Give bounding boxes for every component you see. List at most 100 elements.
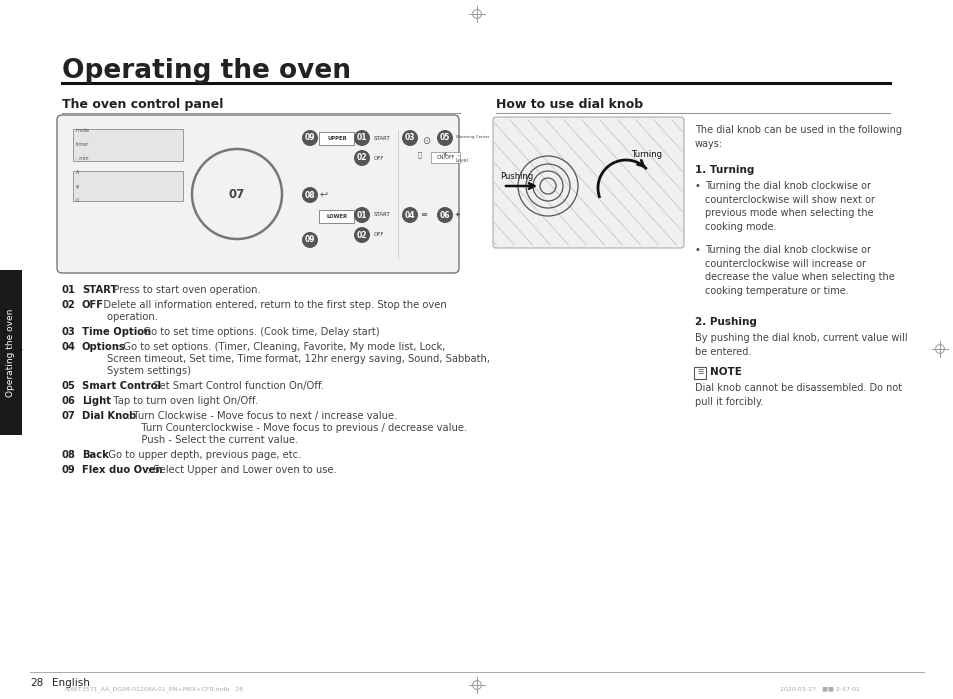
Text: Operating the oven: Operating the oven — [62, 58, 351, 84]
Text: By pushing the dial knob, current value will
be entered.: By pushing the dial knob, current value … — [695, 333, 906, 356]
Text: How to use dial knob: How to use dial knob — [496, 98, 642, 111]
Text: UPPER: UPPER — [327, 136, 347, 140]
Text: •: • — [695, 181, 700, 191]
Circle shape — [401, 207, 417, 223]
Text: Light: Light — [82, 396, 111, 406]
Text: Push - Select the current value.: Push - Select the current value. — [82, 435, 298, 445]
FancyBboxPatch shape — [493, 117, 683, 248]
Circle shape — [354, 150, 370, 166]
Text: 03: 03 — [404, 134, 415, 143]
Text: 09: 09 — [62, 465, 75, 475]
Text: Level: Level — [456, 157, 468, 162]
Text: ☰: ☰ — [697, 370, 703, 375]
Text: 03: 03 — [62, 327, 75, 337]
Text: START: START — [82, 285, 117, 295]
FancyBboxPatch shape — [694, 366, 706, 378]
Text: OFF: OFF — [82, 300, 104, 310]
Text: System settings): System settings) — [82, 366, 191, 376]
Text: A: A — [76, 170, 79, 175]
FancyBboxPatch shape — [73, 129, 183, 161]
Text: Options: Options — [82, 342, 126, 352]
Text: ☀: ☀ — [441, 152, 448, 158]
Text: 1. Turning: 1. Turning — [695, 165, 754, 175]
Text: The dial knob can be used in the following
ways:: The dial knob can be used in the followi… — [695, 125, 901, 149]
Text: Turn Counterclockwise - Move focus to previous / decrease value.: Turn Counterclockwise - Move focus to pr… — [82, 423, 467, 433]
Text: Screen timeout, Set time, Time format, 12hr energy saving, Sound, Sabbath,: Screen timeout, Set time, Time format, 1… — [82, 354, 490, 364]
Text: 07: 07 — [62, 411, 75, 421]
Text: 2020-03-27   ■■ 2:47:01: 2020-03-27 ■■ 2:47:01 — [780, 686, 859, 691]
Text: Dial knob cannot be disassembled. Do not
pull it forcibly.: Dial knob cannot be disassembled. Do not… — [695, 383, 902, 407]
Text: Turning the dial knob clockwise or
counterclockwise will increase or
decrease th: Turning the dial knob clockwise or count… — [704, 245, 894, 296]
Text: : Press to start oven operation.: : Press to start oven operation. — [107, 285, 260, 295]
FancyBboxPatch shape — [0, 270, 22, 435]
Text: Turning: Turning — [630, 150, 661, 159]
FancyBboxPatch shape — [319, 210, 355, 222]
Text: Warming Center: Warming Center — [456, 135, 489, 139]
Text: 06: 06 — [439, 210, 450, 219]
Text: : Go to set time options. (Cook time, Delay start): : Go to set time options. (Cook time, De… — [137, 327, 379, 337]
Circle shape — [401, 130, 417, 146]
Circle shape — [302, 130, 317, 146]
Text: 08: 08 — [304, 191, 315, 199]
Circle shape — [436, 130, 453, 146]
Text: 01: 01 — [62, 285, 76, 295]
Text: Pushing: Pushing — [499, 172, 533, 181]
Text: timer: timer — [76, 142, 90, 147]
Text: NOTE: NOTE — [709, 367, 741, 377]
Text: operation.: operation. — [82, 312, 158, 322]
Text: The oven control panel: The oven control panel — [62, 98, 223, 111]
Text: 01: 01 — [356, 210, 367, 219]
Text: 02: 02 — [356, 154, 367, 162]
Text: Smart Control: Smart Control — [82, 381, 161, 391]
Text: : Turn Clockwise - Move focus to next / increase value.: : Turn Clockwise - Move focus to next / … — [127, 411, 397, 421]
Text: ψ: ψ — [76, 184, 79, 189]
Text: : Delete all information entered, return to the first step. Stop the oven: : Delete all information entered, return… — [97, 300, 446, 310]
Text: 09: 09 — [304, 236, 314, 245]
Text: : Set Smart Control function On/Off.: : Set Smart Control function On/Off. — [147, 381, 324, 391]
Text: 04: 04 — [62, 342, 76, 352]
Circle shape — [436, 207, 453, 223]
Text: ON/OFF: ON/OFF — [436, 154, 455, 159]
Circle shape — [302, 187, 317, 203]
Text: •: • — [695, 245, 700, 255]
Text: ⏰: ⏰ — [417, 152, 422, 158]
Text: ↩: ↩ — [319, 190, 328, 200]
Text: ≡: ≡ — [419, 210, 427, 219]
Text: Time Option: Time Option — [82, 327, 151, 337]
Text: Back: Back — [82, 450, 109, 460]
FancyBboxPatch shape — [73, 171, 183, 201]
Text: OFF: OFF — [374, 233, 384, 238]
Text: NX6T3571_AA_DG68-01208A-01_EN+MEX+CFR.indb   28: NX6T3571_AA_DG68-01208A-01_EN+MEX+CFR.in… — [65, 686, 243, 692]
Text: OFF: OFF — [374, 155, 384, 161]
Text: English: English — [52, 678, 90, 688]
Text: ⊙: ⊙ — [421, 136, 430, 146]
Text: : Select Upper and Lower oven to use.: : Select Upper and Lower oven to use. — [147, 465, 336, 475]
Text: 0: 0 — [76, 198, 79, 203]
Text: 05: 05 — [62, 381, 76, 391]
Text: 02: 02 — [62, 300, 75, 310]
Text: : Go to set options. (Timer, Cleaning, Favorite, My mode list, Lock,: : Go to set options. (Timer, Cleaning, F… — [117, 342, 445, 352]
Circle shape — [354, 227, 370, 243]
Text: 2. Pushing: 2. Pushing — [695, 317, 756, 327]
Text: Flex duo Oven: Flex duo Oven — [82, 465, 162, 475]
Text: mode: mode — [76, 128, 90, 133]
Text: LOWER: LOWER — [326, 213, 347, 219]
Text: 06: 06 — [62, 396, 76, 406]
Text: 08: 08 — [62, 450, 76, 460]
Text: START: START — [374, 212, 391, 217]
Circle shape — [354, 207, 370, 223]
Text: START: START — [374, 136, 391, 140]
Circle shape — [302, 232, 317, 248]
FancyBboxPatch shape — [57, 115, 458, 273]
FancyBboxPatch shape — [431, 152, 460, 162]
Text: Operating the oven: Operating the oven — [7, 308, 15, 397]
Circle shape — [354, 130, 370, 146]
Text: 07: 07 — [229, 187, 245, 201]
Text: : min: : min — [76, 156, 89, 161]
Text: 05: 05 — [439, 134, 450, 143]
Text: ...: ... — [456, 152, 460, 157]
Text: 01: 01 — [356, 134, 367, 143]
Text: Turning the dial knob clockwise or
counterclockwise will show next or
previous m: Turning the dial knob clockwise or count… — [704, 181, 874, 232]
FancyBboxPatch shape — [319, 131, 355, 145]
Text: : Go to upper depth, previous page, etc.: : Go to upper depth, previous page, etc. — [102, 450, 301, 460]
